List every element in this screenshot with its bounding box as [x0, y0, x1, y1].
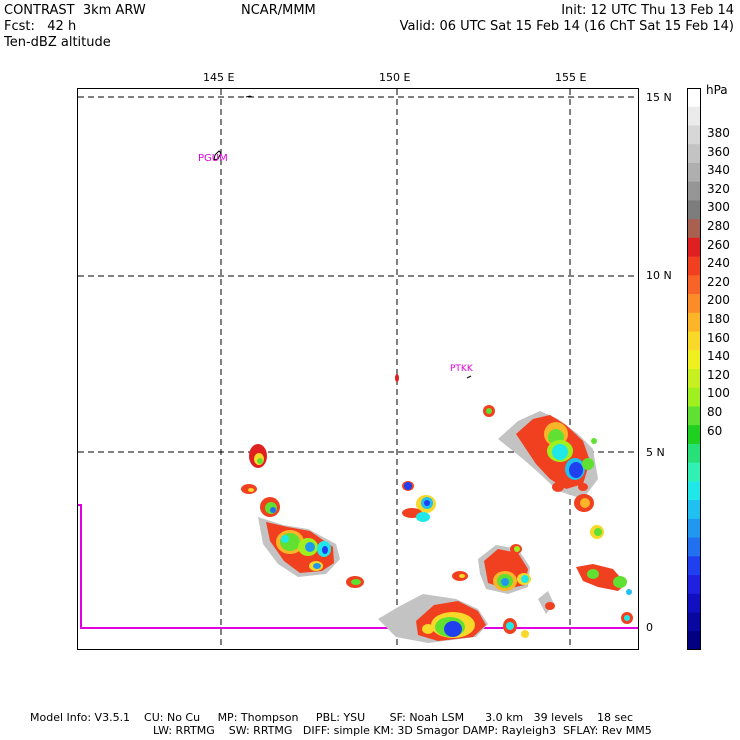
- colorbar-label: 100: [707, 386, 730, 401]
- colorbar-label: 120: [707, 367, 730, 382]
- init-time: Init: 12 UTC Thu 13 Feb 14: [561, 3, 734, 18]
- lon-label-150: 150 E: [379, 71, 411, 84]
- colorbar-swatch: [687, 181, 701, 201]
- lat-lon-grid: [78, 89, 638, 649]
- radar-map: PGUM PTKK: [78, 89, 638, 649]
- island-coastline: [245, 95, 253, 98]
- colorbar-swatch: [687, 387, 701, 407]
- colorbar-swatch: [687, 556, 701, 576]
- colorbar-swatch: [687, 162, 701, 183]
- storm-cells: [241, 374, 633, 643]
- colorbar-label: 340: [707, 163, 730, 178]
- lat-label-5n: 5 N: [646, 446, 665, 459]
- colorbar-swatch: [687, 312, 701, 333]
- colorbar-label: 320: [707, 181, 730, 196]
- colorbar-label: 240: [707, 256, 730, 271]
- field-name: Ten-dBZ altitude: [4, 35, 111, 50]
- model-info-line2: LW: RRTMG SW: RRTMG DIFF: simple KM: 3D …: [153, 724, 652, 737]
- colorbar-swatch: [687, 500, 701, 520]
- colorbar-swatch: [687, 88, 701, 108]
- colorbar-label: 160: [707, 330, 730, 345]
- colorbar-label: 380: [707, 126, 730, 140]
- station-label-ptkk: PTKK: [450, 364, 474, 374]
- colorbar-label: 300: [707, 200, 730, 215]
- island-coastline-ptkk: [466, 375, 472, 379]
- colorbar-swatch: [687, 369, 701, 389]
- colorbar-swatch: [687, 275, 701, 295]
- colorbar-label: 280: [707, 219, 730, 233]
- colorbar-swatch: [687, 106, 701, 126]
- colorbar-swatch: [687, 462, 701, 482]
- colorbar-swatch: [687, 537, 701, 557]
- colorbar: [687, 88, 701, 650]
- colorbar-label: 360: [707, 144, 730, 159]
- map-panel: PGUM PTKK: [77, 88, 639, 650]
- guam-coastline: [213, 150, 222, 161]
- station-label-pgum: PGUM: [198, 153, 228, 164]
- domain-boundary: [78, 504, 638, 629]
- colorbar-swatch: [687, 425, 701, 445]
- colorbar-swatch: [687, 518, 701, 539]
- colorbar-swatch: [687, 144, 701, 164]
- colorbar-label: 60: [707, 423, 723, 438]
- colorbar-swatch: [687, 200, 701, 220]
- colorbar-unit: hPa: [706, 83, 728, 97]
- colorbar-swatch: [687, 593, 701, 614]
- colorbar-swatch: [687, 631, 701, 650]
- colorbar-swatch: [687, 294, 701, 314]
- colorbar-swatch: [687, 331, 701, 351]
- colorbar-label: 220: [707, 274, 730, 289]
- colorbar-label: 140: [707, 349, 730, 364]
- lat-label-15n: 15 N: [646, 91, 672, 104]
- model-info-line1: Model Info: V3.5.1 CU: No Cu MP: Thompso…: [30, 711, 634, 724]
- forecast-hour: Fcst: 42 h: [4, 19, 77, 34]
- colorbar-label: 200: [707, 293, 730, 308]
- colorbar-swatch: [687, 575, 701, 595]
- colorbar-swatch: [687, 219, 701, 239]
- model-title: CONTRAST 3km ARW: [4, 3, 146, 18]
- colorbar-swatch: [687, 612, 701, 632]
- colorbar-swatch: [687, 481, 701, 501]
- colorbar-swatch: [687, 406, 701, 426]
- organization: NCAR/MMM: [241, 3, 316, 18]
- colorbar-swatch: [687, 350, 701, 370]
- valid-time: Valid: 06 UTC Sat 15 Feb 14 (16 ChT Sat …: [399, 19, 734, 34]
- colorbar-swatch: [687, 256, 701, 276]
- colorbar-label: 80: [707, 405, 723, 419]
- lat-label-10n: 10 N: [646, 269, 672, 282]
- colorbar-label: 180: [707, 312, 730, 326]
- colorbar-swatch: [687, 443, 701, 464]
- colorbar-label: 260: [707, 237, 730, 252]
- colorbar-swatch: [687, 237, 701, 258]
- lon-label-145: 145 E: [203, 71, 235, 84]
- lat-label-0: 0: [646, 621, 653, 634]
- colorbar-swatch: [687, 125, 701, 145]
- lon-label-155: 155 E: [555, 71, 587, 84]
